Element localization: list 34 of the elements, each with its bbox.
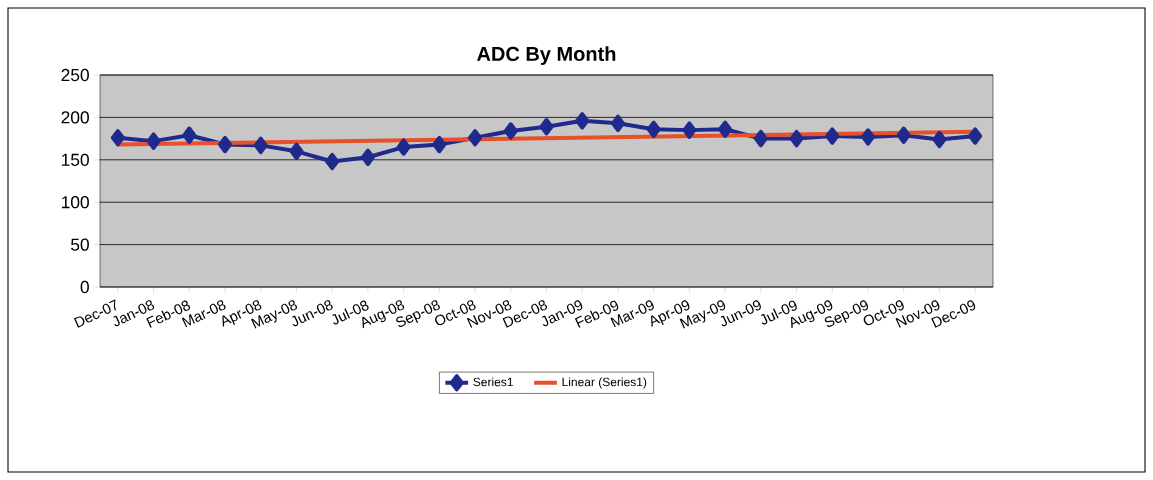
y-tick-label: 0 <box>80 280 89 294</box>
chart-title: ADC By Month <box>477 46 616 65</box>
point <box>146 132 161 150</box>
y-tick-label: 150 <box>62 153 89 166</box>
point <box>718 120 733 138</box>
point <box>896 126 911 144</box>
point <box>182 126 197 144</box>
point <box>218 135 233 154</box>
point <box>682 121 697 139</box>
point <box>468 129 483 147</box>
point <box>860 128 875 146</box>
y-tick-label: 200 <box>61 111 89 124</box>
point <box>968 127 983 145</box>
point <box>325 152 340 171</box>
point <box>825 127 840 145</box>
y-tick-label: 250 <box>61 68 89 82</box>
point <box>646 120 661 138</box>
y-tick-label: 100 <box>62 196 89 209</box>
legend-label: Series1 <box>473 377 513 387</box>
point <box>753 129 768 148</box>
point <box>396 138 411 156</box>
point <box>360 148 375 166</box>
point <box>432 135 447 154</box>
point <box>253 136 268 155</box>
point <box>789 129 804 148</box>
point <box>289 142 304 160</box>
point <box>932 130 947 149</box>
legend-label: Linear (Series1) <box>562 377 647 389</box>
y-tick-label: 50 <box>71 238 89 251</box>
point <box>110 129 125 147</box>
point <box>503 122 518 140</box>
point <box>539 118 554 136</box>
point <box>575 112 590 130</box>
point <box>610 114 625 133</box>
